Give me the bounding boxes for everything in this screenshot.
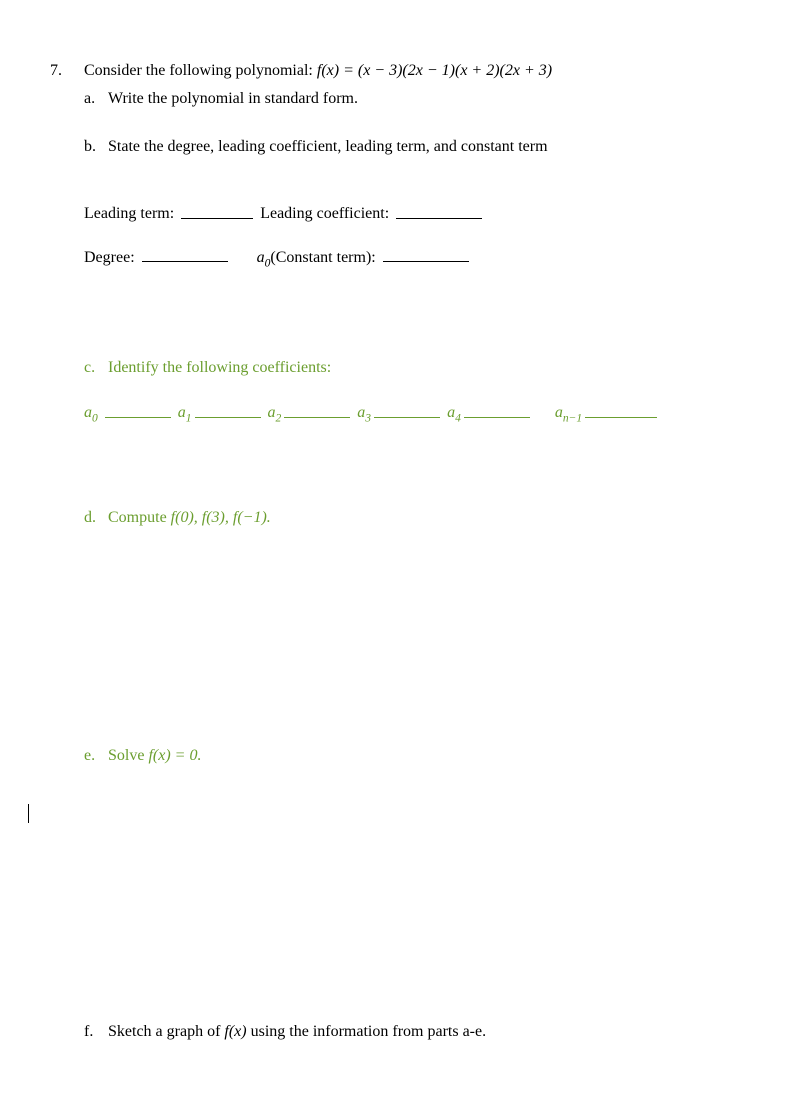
polynomial-expression: f(x) = (x − 3)(2x − 1)(x + 2)(2x + 3) (317, 62, 552, 79)
part-a-text: Write the polynomial in standard form. (108, 88, 358, 110)
part-d-row: d. Compute f(0), f(3), f(−1). (84, 507, 738, 529)
part-e-prefix: Solve (108, 747, 148, 764)
constant-label-suffix: (Constant term): (270, 249, 379, 266)
text-cursor (28, 804, 30, 823)
part-b-row: b. State the degree, leading coefficient… (84, 136, 738, 158)
part-e-text: Solve f(x) = 0. (108, 745, 201, 767)
part-d-prefix: Compute (108, 509, 171, 526)
part-e-row: e. Solve f(x) = 0. (84, 745, 738, 767)
degree-row: Degree: a0(Constant term): (84, 246, 738, 269)
coeff-a0-blank[interactable] (105, 401, 171, 417)
leading-term-row: Leading term: Leading coefficient: (84, 202, 738, 223)
part-e-letter: e. (84, 747, 108, 765)
part-b-text: State the degree, leading coefficient, l… (108, 136, 548, 158)
coeff-a2-base: a (268, 405, 276, 422)
coeff-blanks-row: a0 a1 a2 a3 a4 an−1 (84, 401, 738, 424)
part-a-row: a. Write the polynomial in standard form… (84, 88, 738, 110)
part-c-row: c. Identify the following coefficients: (84, 357, 738, 379)
coeff-a3-blank[interactable] (374, 401, 440, 417)
worksheet-page: 7. Consider the following polynomial: f(… (0, 0, 788, 1084)
coeff-an1-blank[interactable] (585, 401, 657, 417)
a0-base: a (257, 249, 265, 266)
coeff-a1-blank[interactable] (195, 401, 261, 417)
part-a-letter: a. (84, 90, 108, 108)
leading-coeff-label: Leading coefficient: (256, 206, 393, 223)
question-number: 7. (50, 62, 84, 80)
coeff-a1-base: a (178, 405, 186, 422)
part-f-prefix: Sketch a graph of (108, 1023, 224, 1040)
coeff-a0-sub: 0 (92, 413, 98, 425)
leading-term-blank[interactable] (181, 202, 253, 218)
coeff-a2-blank[interactable] (284, 401, 350, 417)
coeff-an1-sub: n−1 (563, 413, 582, 425)
part-e-math: f(x) = 0. (148, 747, 201, 764)
coeff-a2-sub: 2 (276, 413, 282, 425)
part-f-row: f. Sketch a graph of f(x) using the info… (84, 1021, 738, 1043)
part-f-suffix: using the information from parts a-e. (247, 1023, 487, 1040)
part-f-letter: f. (84, 1023, 108, 1041)
leading-coeff-blank[interactable] (396, 202, 482, 218)
coeff-a1-sub: 1 (186, 413, 192, 425)
coeff-a3-sub: 3 (365, 413, 371, 425)
part-c-letter: c. (84, 359, 108, 377)
coeff-a4-sub: 4 (455, 413, 461, 425)
leading-term-label: Leading term: (84, 206, 178, 223)
question-text: Consider the following polynomial: f(x) … (84, 60, 552, 82)
coeff-a4-blank[interactable] (464, 401, 530, 417)
coeff-a4-base: a (447, 405, 455, 422)
degree-blank[interactable] (142, 246, 228, 262)
part-f-text: Sketch a graph of f(x) using the informa… (108, 1021, 486, 1043)
prompt-prefix: Consider the following polynomial: (84, 62, 317, 79)
degree-label: Degree: (84, 249, 139, 266)
part-c-text: Identify the following coefficients: (108, 357, 331, 379)
constant-blank[interactable] (383, 246, 469, 262)
coeff-an1-base: a (555, 405, 563, 422)
part-d-letter: d. (84, 509, 108, 527)
part-f-math: f(x) (224, 1023, 246, 1040)
coeff-a0-base: a (84, 405, 92, 422)
part-b-letter: b. (84, 138, 108, 156)
part-d-math: f(0), f(3), f(−1). (171, 509, 271, 526)
part-d-text: Compute f(0), f(3), f(−1). (108, 507, 271, 529)
question-row: 7. Consider the following polynomial: f(… (50, 60, 738, 82)
